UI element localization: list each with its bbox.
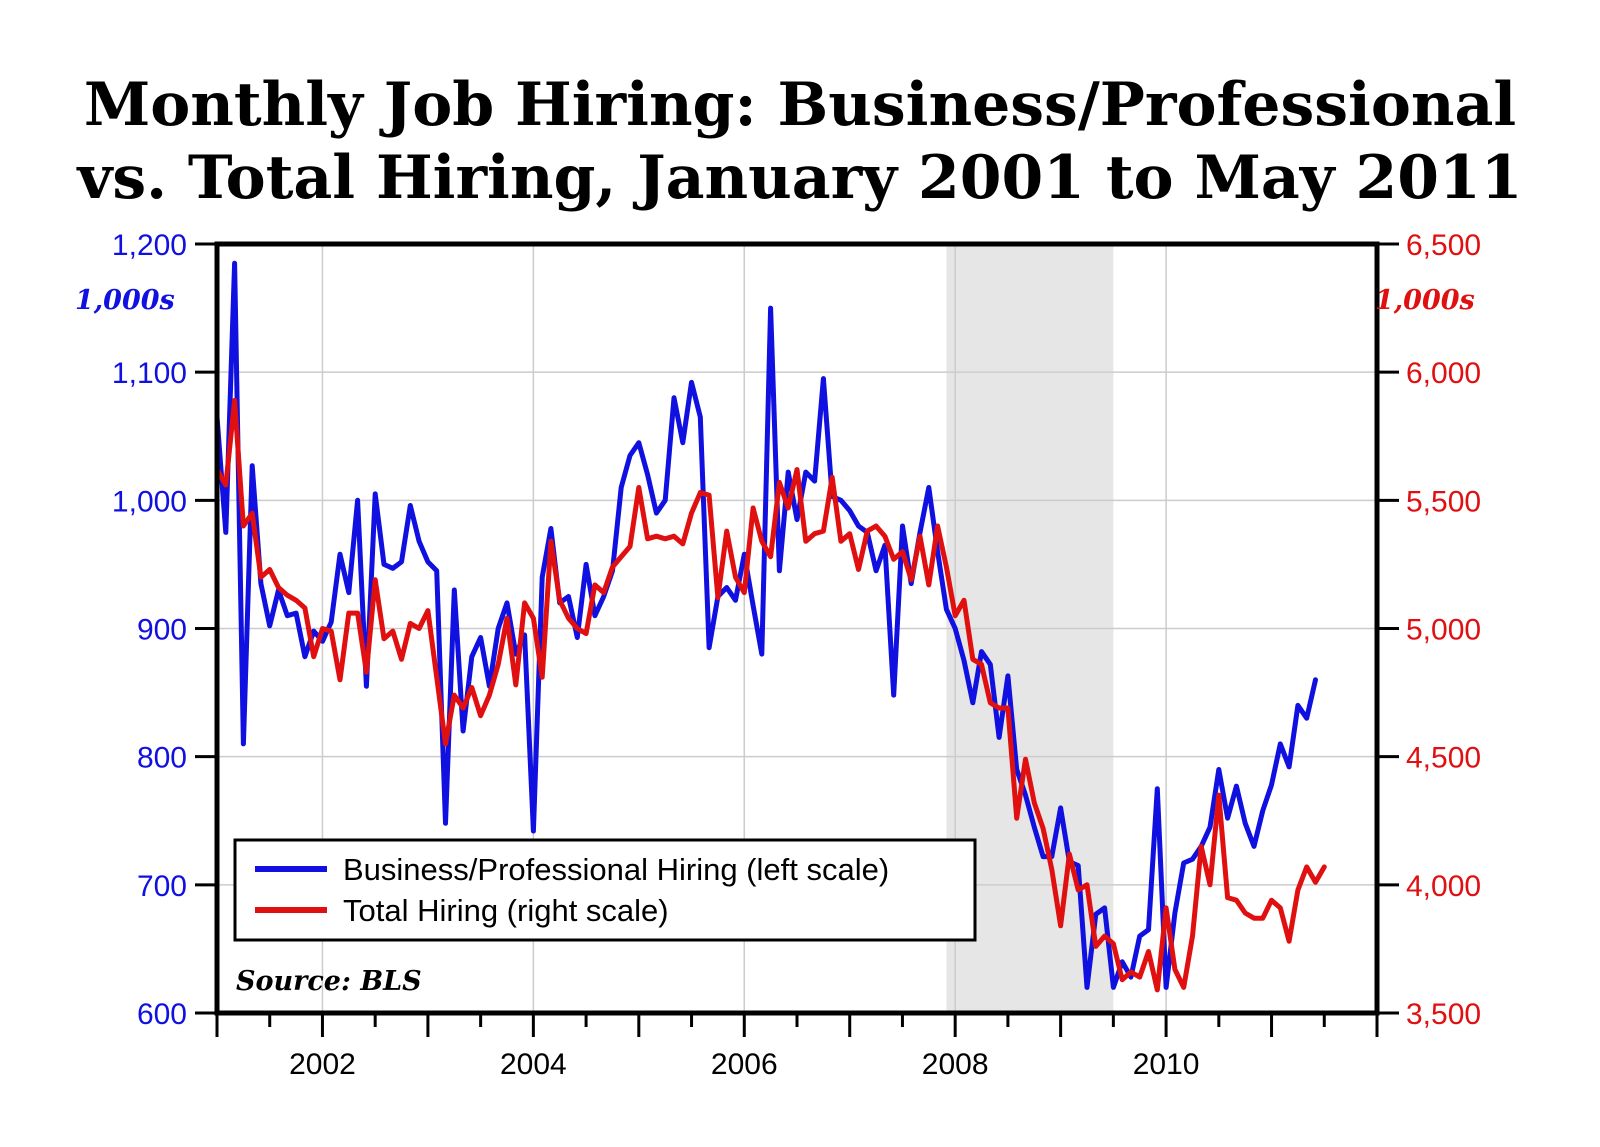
right-axis-unit: 1,000s <box>1375 285 1475 316</box>
right-tick-label: 5,000 <box>1406 614 1481 647</box>
right-tick-label: 4,000 <box>1406 870 1481 903</box>
left-tick-label: 600 <box>137 998 187 1031</box>
right-tick-label: 3,500 <box>1406 998 1481 1031</box>
left-tick-label: 700 <box>137 870 187 903</box>
axes: 600 700 800 900 1,000 1,100 1,200 3,500 4,000 4,5… <box>112 229 1481 1081</box>
chart-title-line-2: vs. Total Hiring, January 2001 to May 20… <box>75 143 1522 213</box>
series-layer <box>214 260 1327 993</box>
left-axis-unit: 1,000s <box>75 285 175 316</box>
right-tick-label: 6,000 <box>1406 357 1481 390</box>
right-tick-label: 4,500 <box>1406 742 1481 775</box>
left-tick-label: 1,200 <box>112 229 187 262</box>
x-tick-label: 2010 <box>1133 1048 1200 1081</box>
chart-title-line-1: Monthly Job Hiring: Business/Professiona… <box>84 70 1516 140</box>
right-tick-label: 5,500 <box>1406 485 1481 518</box>
left-tick-label: 1,000 <box>112 485 187 518</box>
left-tick-label: 1,100 <box>112 357 187 390</box>
legend: Business/Professional Hiring (left scale… <box>233 838 977 942</box>
left-tick-label: 800 <box>137 742 187 775</box>
source-note: Source: BLS <box>236 966 422 997</box>
legend-label-total: Total Hiring (right scale) <box>343 893 669 928</box>
x-tick-label: 2002 <box>289 1048 356 1081</box>
legend-label-business: Business/Professional Hiring (left scale… <box>343 852 889 887</box>
right-tick-label: 6,500 <box>1406 229 1481 262</box>
series-line-total-hiring <box>214 397 1327 993</box>
x-tick-label: 2008 <box>922 1048 989 1081</box>
legend-box <box>233 838 977 942</box>
x-tick-label: 2006 <box>711 1048 778 1081</box>
x-tick-label: 2004 <box>500 1048 567 1081</box>
left-tick-label: 900 <box>137 614 187 647</box>
